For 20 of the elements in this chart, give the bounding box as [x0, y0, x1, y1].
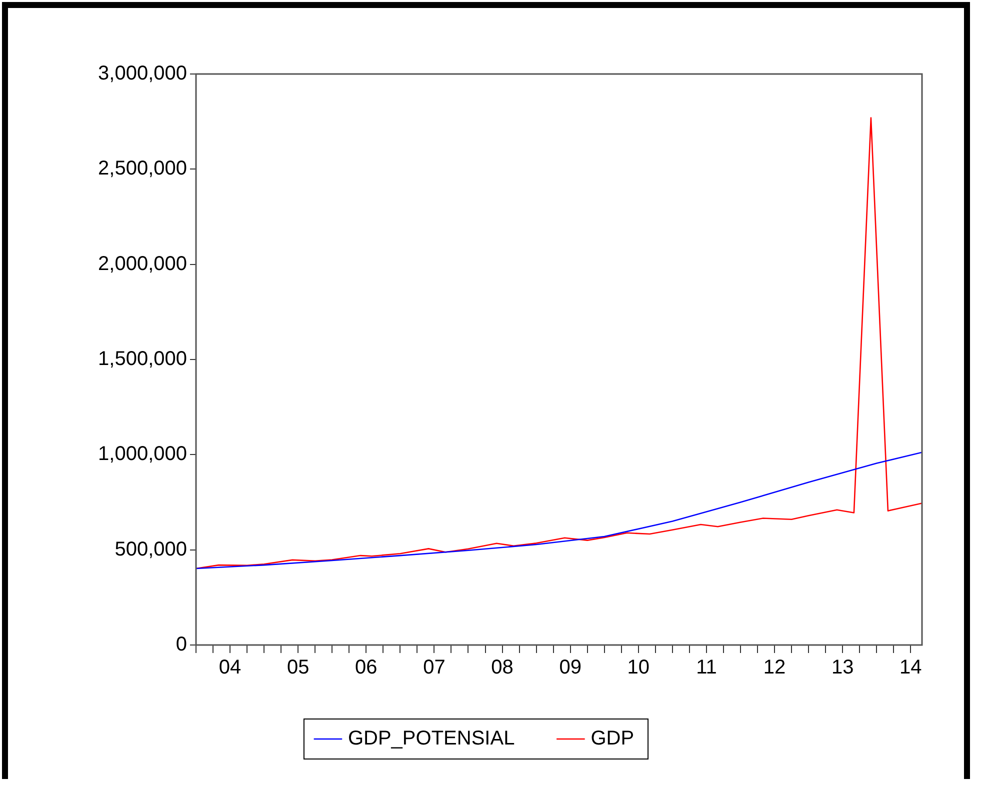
x-tick-label: 14 [900, 656, 922, 679]
legend-label: GDP [590, 728, 634, 750]
x-tick-label: 06 [355, 656, 378, 679]
y-tick-label: 0 [176, 634, 187, 656]
y-tick-label: 1,000,000 [98, 443, 187, 466]
x-tick-label: 10 [627, 656, 650, 679]
y-tick-label: 2,000,000 [98, 252, 187, 275]
x-tick-label: 07 [423, 656, 446, 679]
y-tick-label: 3,000,000 [98, 62, 187, 85]
x-tick-label: 13 [831, 656, 854, 679]
x-tick-label: 12 [763, 656, 786, 679]
y-tick-label: 500,000 [114, 538, 187, 560]
y-tick-label: 1,500,000 [98, 348, 187, 370]
y-tick-label: 2,500,000 [98, 158, 187, 180]
x-tick-label: 11 [696, 656, 717, 679]
x-tick-label: 08 [491, 656, 514, 679]
legend-label: GDP_POTENSIAL [348, 728, 515, 750]
x-tick-label: 09 [559, 656, 582, 679]
x-tick-label: 04 [218, 656, 242, 679]
x-tick-label: 05 [286, 656, 310, 679]
